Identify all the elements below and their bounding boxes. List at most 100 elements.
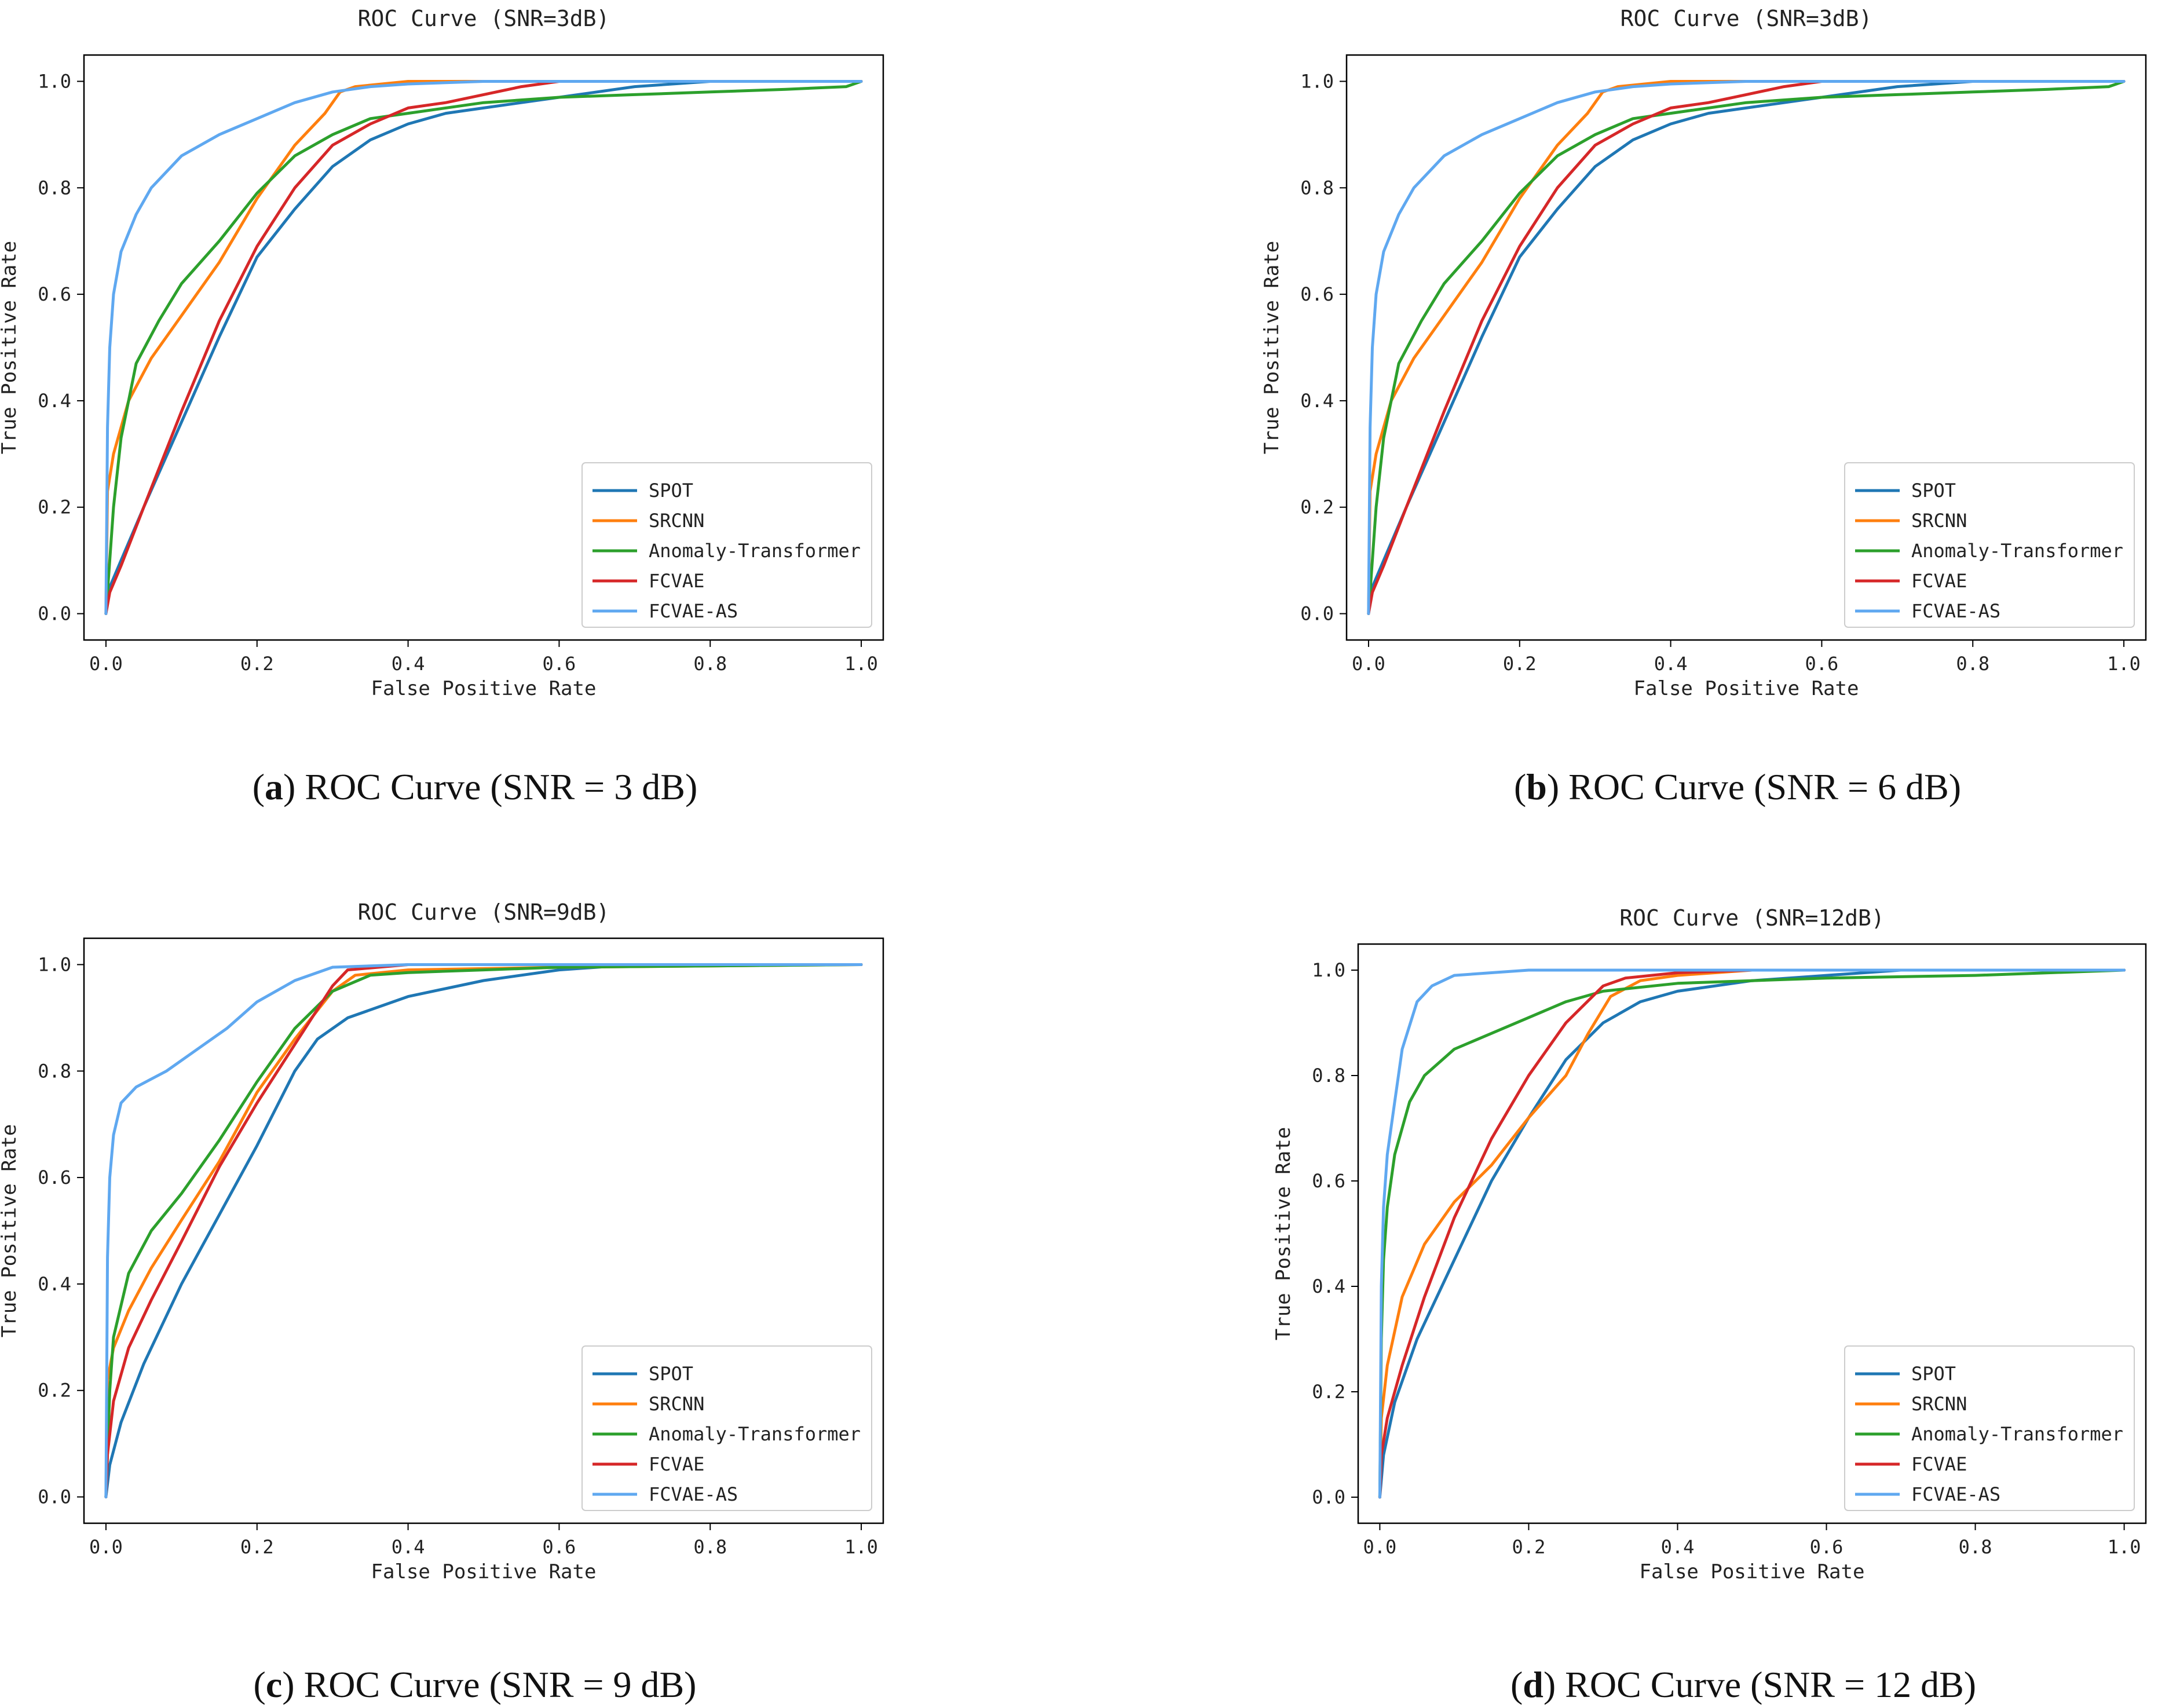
series-line-fcvae: [1367, 80, 2126, 615]
y-tick-label: 0.8: [38, 1060, 71, 1082]
legend-box: [1844, 462, 2135, 628]
y-tick-label: 0.0: [38, 1486, 71, 1508]
y-tick-label: 0.6: [38, 283, 71, 305]
legend-label: SRCNN: [1911, 510, 1967, 532]
legend-label: SPOT: [1911, 480, 1956, 502]
y-tick-label: 0.0: [1300, 603, 1334, 625]
y-tick-label: 0.4: [1300, 390, 1334, 412]
series-line-anomaly-transformer: [104, 963, 863, 1499]
y-tick-label: 0.0: [38, 603, 71, 625]
chart-title: ROC Curve (SNR=3dB): [358, 6, 610, 31]
legend-label: FCVAE-AS: [649, 1483, 738, 1505]
y-axis-label: True Positive Rate: [1260, 241, 1283, 454]
legend-label: SRCNN: [649, 510, 704, 532]
figure-caption: (c) ROC Curve (SNR = 9 dB): [254, 1664, 697, 1705]
y-tick-label: 0.4: [38, 1273, 71, 1295]
series-line-fcvae: [1378, 968, 2126, 1499]
legend-label: SPOT: [649, 1363, 693, 1385]
series-line-spot: [104, 963, 863, 1499]
y-tick-label: 0.0: [1312, 1486, 1345, 1508]
series-line-srcnn: [1367, 80, 2126, 615]
roc-panel-4: ROC Curve (SNR=12dB) 0.0 0.2 0.4 0.6 0.8 1.0 0.…: [1272, 905, 2147, 1705]
legend-label: FCVAE: [1911, 570, 1967, 592]
legend-label: SPOT: [649, 480, 693, 502]
y-axis-label: True Positive Rate: [1272, 1127, 1295, 1340]
roc-panel-2: ROC Curve (SNR=3dB) 0.0 0.2 0.4 0.6 0.8 1.0 0.0…: [1260, 6, 2147, 807]
chart-title: ROC Curve (SNR=12dB): [1619, 905, 1885, 931]
legend-label: FCVAE: [649, 1453, 704, 1475]
y-tick-label: 0.2: [38, 1380, 71, 1402]
y-tick-label: 1.0: [38, 70, 71, 92]
y-tick-label: 0.6: [1300, 283, 1334, 305]
x-tick-label: 0.4: [392, 1536, 425, 1558]
series-line-fcvae-as: [104, 80, 863, 615]
axes-frame: [83, 937, 884, 1524]
series-line-anomaly-transformer: [1367, 80, 2126, 615]
x-tick-label: 0.6: [1810, 1536, 1844, 1558]
x-tick-label: 0.6: [543, 1536, 576, 1558]
legend-label: Anomaly-Transformer: [649, 540, 861, 562]
y-tick-label: 0.8: [1300, 177, 1334, 199]
x-tick-label: 1.0: [844, 1536, 878, 1558]
chart-title: ROC Curve (SNR=9dB): [358, 899, 610, 925]
legend-label: Anomaly-Transformer: [649, 1423, 861, 1445]
x-tick-label: 0.0: [1352, 653, 1385, 675]
x-tick-label: 0.2: [1512, 1536, 1546, 1558]
x-tick-label: 0.0: [1363, 1536, 1397, 1558]
chart-title: ROC Curve (SNR=3dB): [1621, 6, 1872, 31]
x-tick-label: 1.0: [2108, 1536, 2141, 1558]
legend-label: SRCNN: [649, 1393, 704, 1415]
x-tick-label: 0.4: [392, 653, 425, 675]
x-axis-label: False Positive Rate: [1640, 1560, 1865, 1583]
x-tick-label: 0.2: [240, 653, 274, 675]
legend-label: FCVAE: [649, 570, 704, 592]
x-tick-label: 0.8: [693, 653, 727, 675]
legend-label: Anomaly-Transformer: [1911, 540, 2123, 562]
series-line-spot: [1378, 968, 2126, 1499]
series-line-fcvae-as: [104, 963, 863, 1499]
y-tick-label: 0.4: [1312, 1275, 1345, 1297]
legend-box: [581, 1345, 872, 1511]
series-line-srcnn: [1378, 968, 2126, 1499]
x-tick-label: 0.4: [1654, 653, 1688, 675]
axes-frame: [83, 54, 884, 641]
x-axis-label: False Positive Rate: [1634, 677, 1859, 700]
y-axis-label: True Positive Rate: [0, 241, 21, 454]
roc-panel-3: ROC Curve (SNR=9dB) 0.0 0.2 0.4 0.6 0.8 1.0 0.0…: [0, 899, 884, 1705]
legend-box: [581, 462, 872, 628]
y-tick-label: 0.2: [1300, 496, 1334, 518]
x-tick-label: 1.0: [844, 653, 878, 675]
x-axis-label: False Positive Rate: [371, 677, 597, 700]
x-tick-label: 0.0: [89, 1536, 123, 1558]
figure-caption: (d) ROC Curve (SNR = 12 dB): [1510, 1664, 1976, 1705]
x-tick-label: 0.4: [1661, 1536, 1695, 1558]
x-tick-label: 1.0: [2107, 653, 2141, 675]
legend-label: Anomaly-Transformer: [1911, 1423, 2123, 1445]
axes-frame: [1345, 54, 2147, 641]
x-tick-label: 0.8: [1956, 653, 1989, 675]
legend-label: SPOT: [1911, 1363, 1956, 1385]
y-tick-label: 0.8: [1312, 1065, 1345, 1087]
legend-box: [1844, 1345, 2135, 1511]
y-tick-label: 0.8: [38, 177, 71, 199]
y-tick-label: 1.0: [1312, 959, 1345, 981]
axes-frame: [1357, 943, 2147, 1524]
x-tick-label: 0.0: [89, 653, 123, 675]
x-tick-label: 0.2: [240, 1536, 274, 1558]
x-tick-label: 0.6: [543, 653, 576, 675]
x-tick-label: 0.2: [1503, 653, 1537, 675]
roc-panel-1: ROC Curve (SNR=3dB) 0.0 0.2 0.4 0.6 0.8 1.0 0.0…: [0, 6, 884, 807]
legend-label: FCVAE-AS: [649, 600, 738, 622]
legend-label: FCVAE-AS: [1911, 1483, 2000, 1505]
series-line-srcnn: [104, 963, 863, 1499]
x-tick-label: 0.8: [1959, 1536, 1992, 1558]
figure-caption: (b) ROC Curve (SNR = 6 dB): [1514, 766, 1961, 807]
legend-label: FCVAE-AS: [1911, 600, 2000, 622]
y-tick-label: 0.6: [38, 1166, 71, 1188]
legend-label: SRCNN: [1911, 1393, 1967, 1415]
x-axis-label: False Positive Rate: [371, 1560, 597, 1583]
series-line-fcvae: [104, 80, 863, 615]
y-tick-label: 0.2: [38, 496, 71, 518]
y-tick-label: 1.0: [38, 953, 71, 975]
series-line-fcvae-as: [1378, 968, 2126, 1499]
